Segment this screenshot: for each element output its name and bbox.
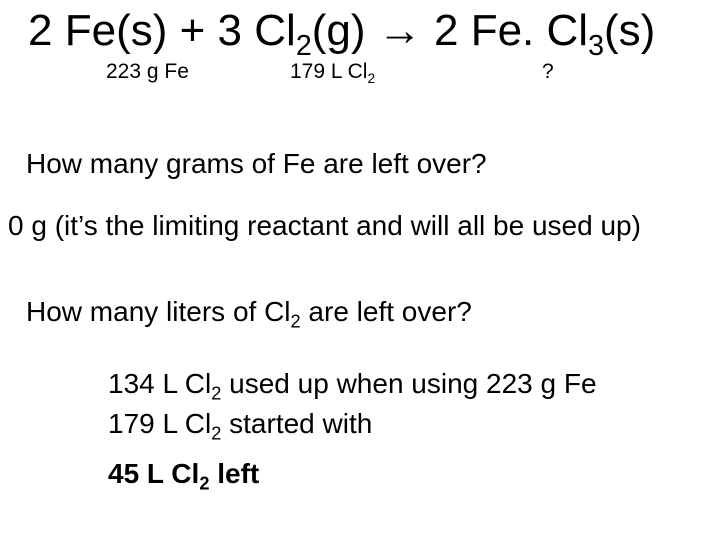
annot-cl-sub: 2 (367, 71, 375, 86)
question-2: How many liters of Cl2 are left over? (26, 296, 472, 328)
eq-species3-sub: 3 (588, 30, 604, 62)
q2-sub: 2 (291, 312, 301, 332)
calc-line-2: 179 L Cl2 started with (108, 408, 372, 440)
annot-cl-pre: 179 L Cl (290, 60, 367, 83)
eq-species3-post: (s) (604, 6, 655, 55)
calc2-post: started with (221, 408, 372, 439)
calc-line-3: 45 L Cl2 left (108, 458, 259, 490)
calc3-pre: 45 L Cl (108, 458, 199, 489)
calc3-post: left (209, 458, 259, 489)
eq-species1: Fe(s) (65, 6, 168, 56)
eq-species2-sub: 2 (296, 30, 312, 62)
annot-question: ? (542, 60, 554, 84)
equation: 2 Fe(s) + 3 Cl2(g) → 2 Fe. Cl3(s) (28, 6, 692, 56)
eq-coef3: 2 (434, 6, 458, 56)
eq-coef1: 2 (28, 6, 52, 56)
calc1-pre: 134 L Cl (108, 368, 211, 399)
eq-coef2: 3 (218, 6, 242, 56)
calc1-sub: 2 (211, 384, 221, 404)
annot-fe: 223 g Fe (106, 60, 189, 84)
eq-species3-pre: Fe. Cl (471, 6, 588, 55)
arrow-icon: → (378, 6, 422, 56)
annot-cl: 179 L Cl2 (290, 60, 375, 84)
calc-line-1: 134 L Cl2 used up when using 223 g Fe (108, 368, 597, 400)
eq-species3: Fe. Cl3(s) (471, 6, 656, 56)
calc3-sub: 2 (199, 474, 209, 494)
slide: 2 Fe(s) + 3 Cl2(g) → 2 Fe. Cl3(s) 223 g … (0, 0, 720, 540)
q2-pre: How many liters of Cl (26, 296, 291, 327)
answer-1: 0 g (it’s the limiting reactant and will… (8, 210, 641, 242)
eq-species2-post: (g) (312, 6, 366, 55)
question-1: How many grams of Fe are left over? (26, 148, 487, 180)
calc1-post: used up when using 223 g Fe (221, 368, 596, 399)
eq-species2-pre: Cl (254, 6, 296, 55)
calc2-pre: 179 L Cl (108, 408, 211, 439)
q2-post: are left over? (301, 296, 472, 327)
eq-species2: Cl2(g) (254, 6, 365, 56)
eq-plus: + (180, 6, 206, 56)
calc2-sub: 2 (211, 424, 221, 444)
